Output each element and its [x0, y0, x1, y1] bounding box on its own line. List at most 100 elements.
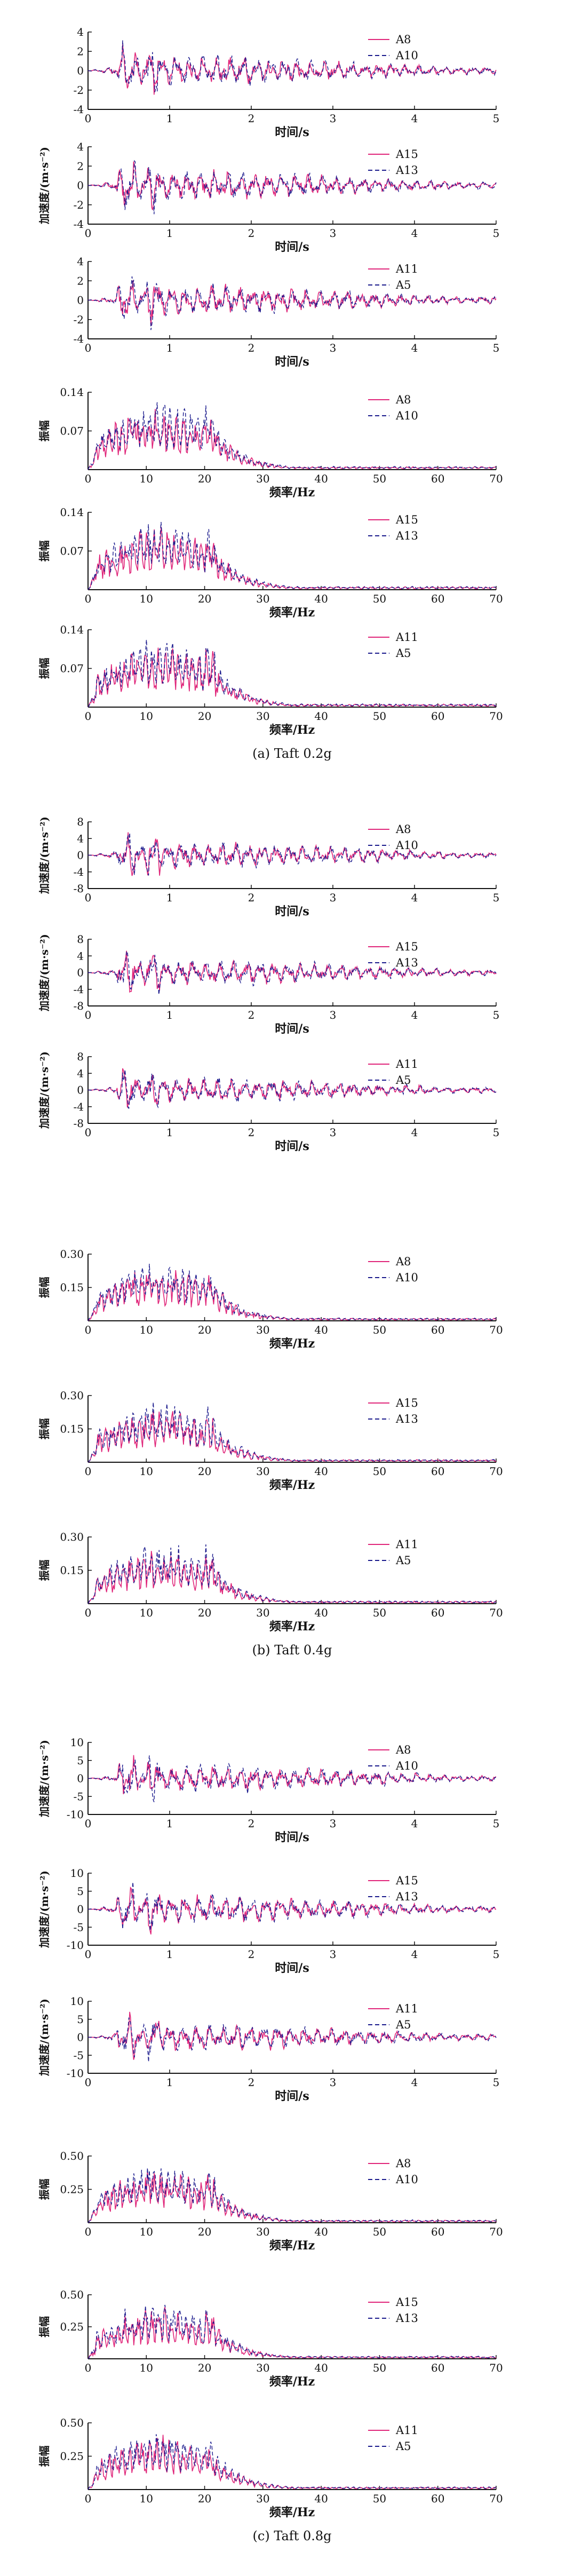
- x-tick-label: 50: [373, 2225, 386, 2238]
- x-tick-label: 3: [330, 1126, 337, 1139]
- y-tick-label: -8: [74, 1000, 84, 1012]
- x-axis-label: 时间/s: [275, 1022, 309, 1036]
- legend-label: A10: [395, 409, 418, 422]
- panel-5: 0 10 20 30 40 50 60 70 0.14 0.07 频率/Hz 振幅 A15 A13: [38, 506, 503, 620]
- series-A11: [88, 1068, 497, 1108]
- y-tick-label: 8: [77, 1050, 84, 1063]
- y-tick-label: -10: [67, 1808, 84, 1821]
- series-A10: [87, 1755, 497, 1802]
- x-tick-label: 20: [198, 1323, 211, 1336]
- x-tick-label: 1: [166, 1948, 173, 1961]
- panel-12: 0 10 20 30 40 50 60 70 0.30 0.15 频率/Hz 振幅 A11 A5 (b) T…: [38, 1531, 503, 1658]
- legend-label: A5: [395, 2018, 411, 2031]
- y-axis-label: 振幅: [38, 658, 51, 679]
- x-tick-label: 40: [314, 1606, 328, 1619]
- y-tick-label: -4: [74, 983, 84, 996]
- series-A13: [87, 1402, 497, 1463]
- legend-label: A15: [395, 940, 418, 953]
- x-axis-label: 时间/s: [275, 1961, 309, 1975]
- x-tick-label: 40: [314, 592, 328, 605]
- x-tick-label: 0: [85, 592, 92, 605]
- y-tick-label: -5: [74, 1921, 84, 1933]
- legend-label: A10: [395, 49, 418, 62]
- series-A8: [87, 1270, 497, 1321]
- x-tick-label: 0: [85, 1009, 92, 1021]
- y-tick-label: -5: [74, 1790, 84, 1803]
- x-axis-label: 频率/Hz: [269, 1337, 315, 1351]
- x-axis-label: 频率/Hz: [269, 486, 315, 500]
- x-tick-label: 0: [85, 1126, 92, 1139]
- legend-label: A11: [395, 2424, 418, 2437]
- x-tick-label: 10: [140, 2492, 153, 2505]
- y-tick-label: 2: [77, 45, 84, 58]
- x-tick-label: 0: [85, 1606, 92, 1619]
- y-tick-label: -2: [74, 313, 84, 326]
- x-tick-label: 60: [431, 710, 444, 723]
- x-tick-label: 3: [330, 342, 337, 354]
- y-axis-label: 加速度/(m·s⁻²): [38, 1051, 51, 1129]
- series-A13: [87, 2304, 497, 2359]
- x-tick-label: 2: [248, 227, 255, 240]
- x-tick-label: 30: [256, 592, 269, 605]
- series-A11: [87, 280, 497, 326]
- y-axis-label: 振幅: [38, 541, 51, 562]
- x-tick-label: 40: [314, 2225, 328, 2238]
- x-tick-label: 30: [256, 2225, 269, 2238]
- y-tick-label: 5: [77, 1754, 84, 1767]
- x-tick-label: 70: [489, 592, 503, 605]
- x-tick-label: 4: [411, 112, 418, 125]
- x-axis-label: 时间/s: [275, 1139, 309, 1153]
- x-tick-label: 0: [85, 2225, 92, 2238]
- legend-label: A8: [395, 393, 411, 406]
- x-tick-label: 70: [489, 1323, 503, 1336]
- y-tick-label: 0: [77, 294, 84, 307]
- y-tick-label: -10: [67, 2067, 84, 2080]
- y-tick-label: -8: [74, 1117, 84, 1130]
- y-tick-label: 4: [77, 1067, 84, 1080]
- legend-label: A13: [395, 1890, 418, 1903]
- series-A8: [88, 832, 497, 876]
- y-tick-label: 8: [77, 815, 84, 828]
- x-tick-label: 5: [493, 342, 500, 354]
- x-axis-label: 频率/Hz: [269, 1620, 315, 1634]
- y-tick-label: 0: [77, 179, 84, 192]
- series-A11: [87, 1551, 497, 1604]
- legend-label: A11: [395, 1058, 418, 1071]
- x-tick-label: 1: [166, 2076, 173, 2089]
- panel-13: 0 1 2 3 4 5 10 5 0 -5 -10 时间/s 加速度/(m·s⁻²) A8 A10: [38, 1736, 499, 1844]
- x-tick-label: 70: [489, 1606, 503, 1619]
- x-tick-label: 50: [373, 1323, 386, 1336]
- x-axis-label: 时间/s: [275, 355, 309, 369]
- series-A5: [87, 639, 497, 708]
- series-A5: [87, 1544, 497, 1604]
- y-axis-label: 振幅: [38, 2446, 51, 2467]
- y-tick-label: -5: [74, 2049, 84, 2062]
- x-axis-label: 时间/s: [275, 1830, 309, 1844]
- x-tick-label: 30: [256, 710, 269, 723]
- panel-caption: (a) Taft 0.2g: [252, 746, 332, 761]
- x-tick-label: 10: [140, 592, 153, 605]
- x-tick-label: 10: [140, 1323, 153, 1336]
- y-tick-label: 0: [77, 1772, 84, 1785]
- y-axis-label: 加速度/(m·s⁻²): [38, 1870, 51, 1948]
- series-A8: [87, 44, 497, 95]
- x-tick-label: 0: [85, 472, 92, 485]
- series-A10: [87, 833, 497, 876]
- y-tick-label: 0: [77, 1084, 84, 1097]
- x-tick-label: 0: [85, 710, 92, 723]
- legend-label: A10: [395, 1759, 418, 1772]
- legend-label: A5: [395, 647, 411, 660]
- x-tick-label: 40: [314, 710, 328, 723]
- legend-label: A15: [395, 148, 418, 161]
- x-tick-label: 2: [248, 112, 255, 125]
- x-tick-label: 40: [314, 2361, 328, 2374]
- y-tick-label: 0.15: [60, 1281, 84, 1294]
- panel-6: 0 10 20 30 40 50 60 70 0.14 0.07 频率/Hz 振幅 A11 A5 (a) T…: [38, 623, 503, 761]
- y-tick-label: 2: [77, 160, 84, 172]
- series-A8: [87, 409, 497, 470]
- x-tick-label: 2: [248, 1126, 255, 1139]
- x-tick-label: 1: [166, 1009, 173, 1021]
- panel-1: 0 1 2 3 4 5 4 2 0 -2 -4 时间/s A8 A10: [74, 26, 500, 139]
- y-tick-label: 0.30: [60, 1248, 84, 1261]
- x-tick-label: 10: [140, 472, 153, 485]
